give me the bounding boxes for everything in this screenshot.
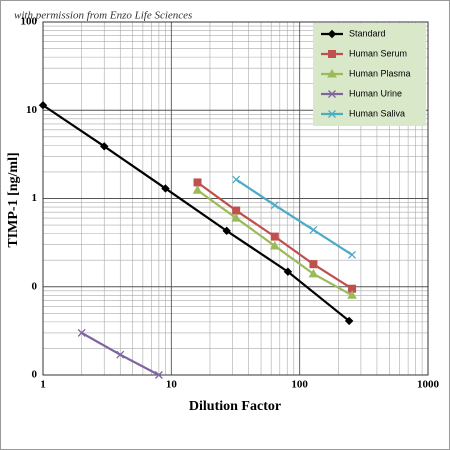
legend-marker	[327, 68, 337, 78]
legend-label: Human Serum	[349, 48, 407, 58]
marker	[192, 185, 203, 194]
series-line	[42, 104, 350, 322]
x-axis-label: Dilution Factor	[189, 399, 281, 414]
marker	[222, 226, 231, 236]
legend-marker	[328, 90, 336, 98]
legend-marker	[328, 50, 336, 58]
legend-marker	[327, 29, 337, 39]
series-line	[235, 178, 353, 256]
marker	[269, 240, 280, 250]
x-tick-label: 1	[40, 379, 46, 391]
legend-label: Human Urine	[349, 88, 402, 98]
marker	[116, 350, 125, 359]
plot-border	[42, 21, 429, 376]
legend-marker	[328, 110, 336, 118]
marker	[344, 316, 354, 326]
y-tick-label: 100	[21, 16, 38, 28]
legend-label: Standard	[349, 28, 386, 38]
y-tick-label: 1	[32, 192, 38, 204]
y-tick-label: 0	[32, 369, 38, 381]
marker	[270, 232, 279, 241]
marker	[100, 142, 109, 151]
marker	[231, 213, 242, 222]
marker	[38, 101, 48, 110]
y-tick-label: 0	[32, 280, 38, 292]
marker	[308, 268, 319, 278]
marker	[309, 260, 318, 269]
marker	[309, 226, 318, 234]
legend-label: Human Plasma	[349, 68, 411, 78]
marker	[283, 267, 293, 276]
marker	[347, 290, 357, 299]
marker	[77, 328, 86, 337]
y-tick-label: 10	[26, 104, 38, 116]
marker	[270, 201, 279, 210]
marker	[154, 371, 163, 379]
marker	[232, 175, 241, 184]
annotation: with permission from Enzo Life Sciences	[14, 10, 192, 22]
x-tick-label: 1000	[417, 379, 440, 391]
marker	[161, 184, 170, 193]
marker	[232, 206, 241, 215]
x-tick-label: 100	[291, 379, 308, 391]
marker	[348, 250, 357, 259]
x-tick-label: 10	[166, 379, 178, 391]
y-axis-label: TIMP-1 [ng/ml]	[6, 152, 21, 247]
marker	[193, 178, 202, 187]
legend-label: Human Saliva	[349, 108, 405, 118]
